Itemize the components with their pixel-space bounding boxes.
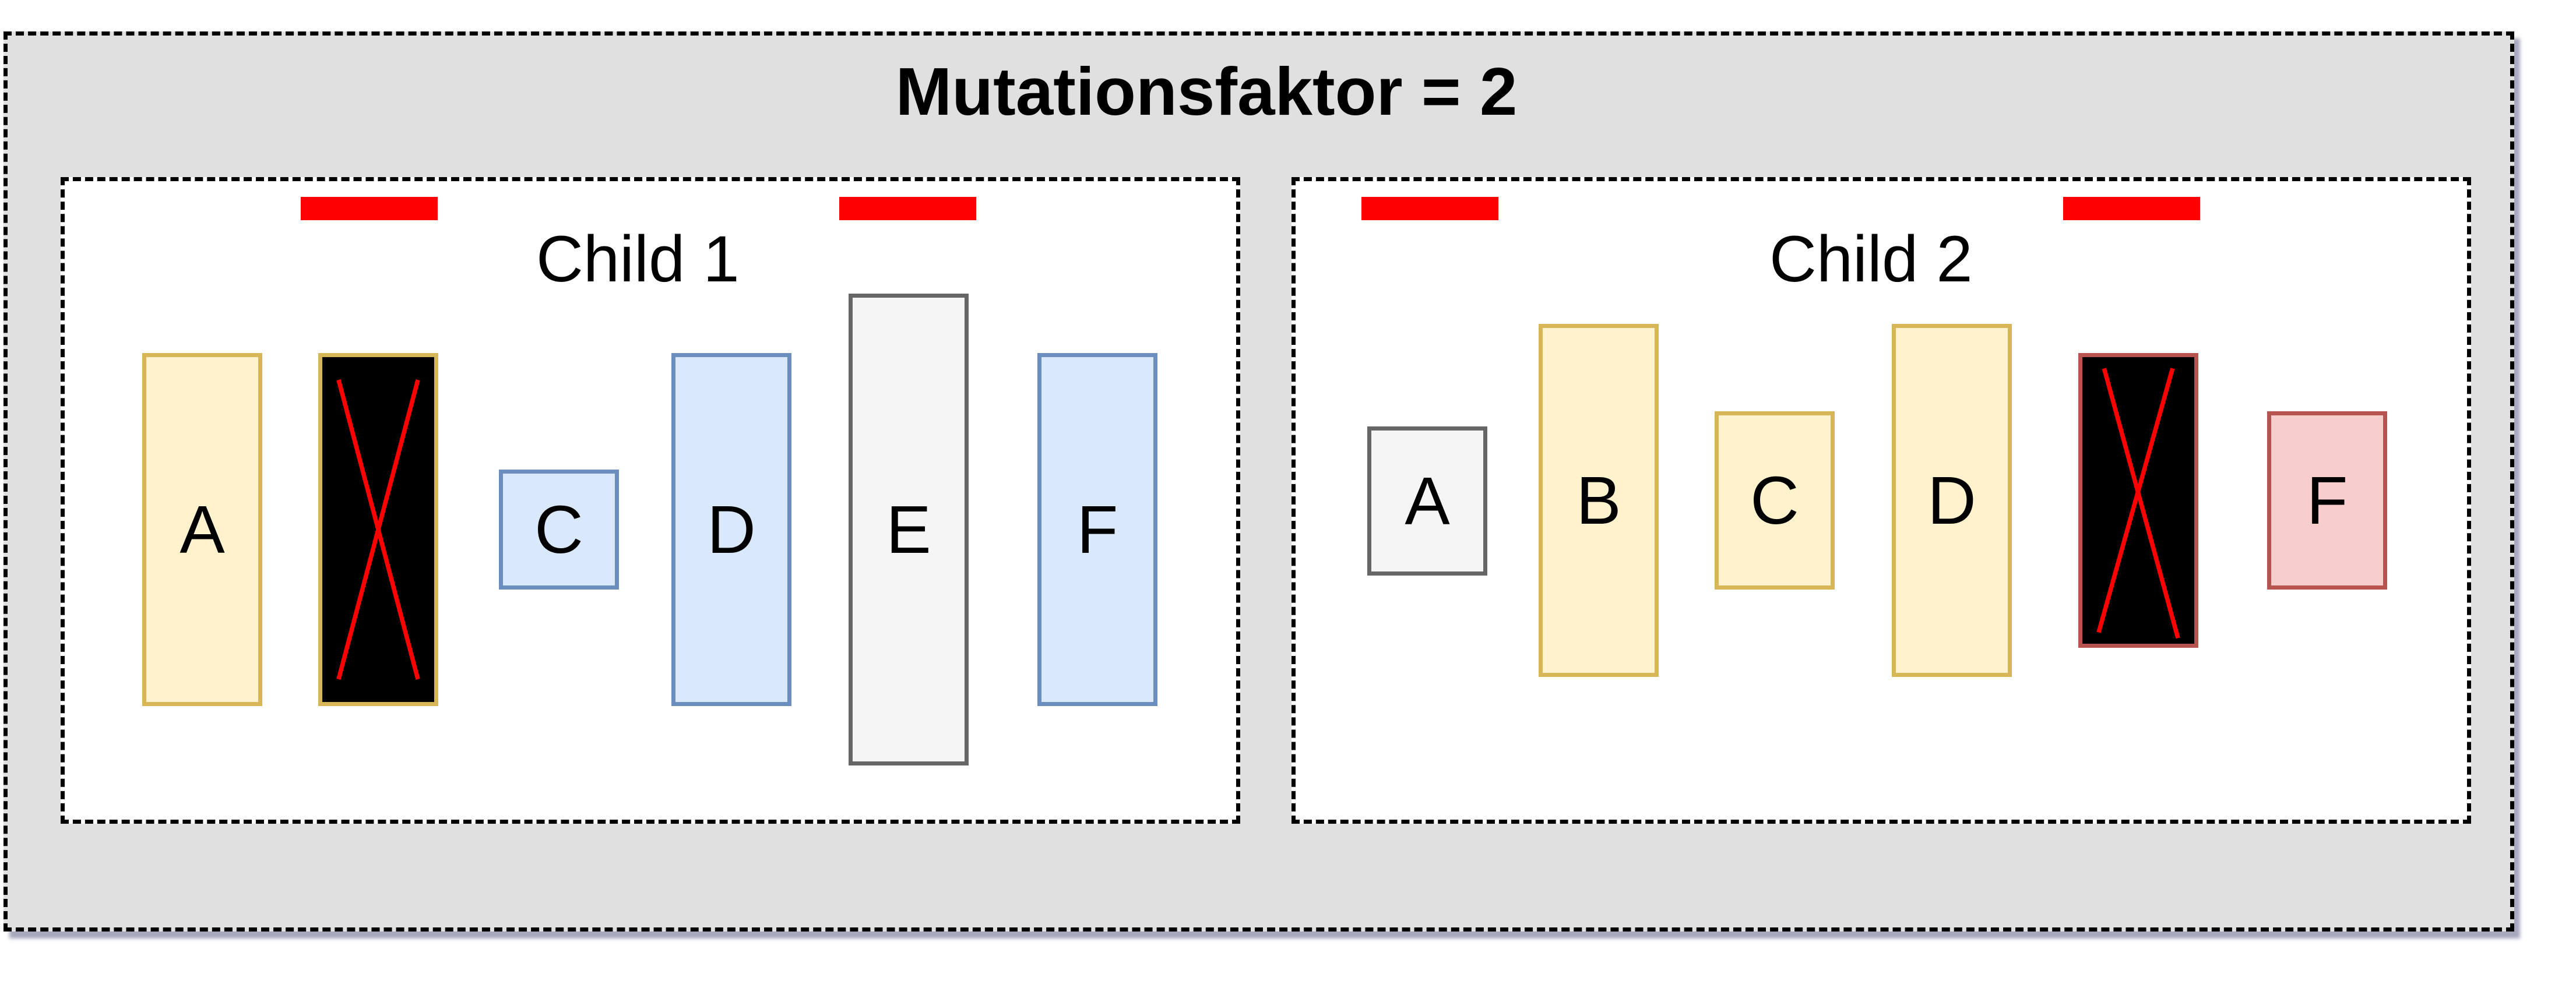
cross-mark-icon [2096,368,2180,639]
child-2-label: Child 2 [1769,223,1973,295]
gene-block: A [142,353,262,706]
mutation-marker [2063,197,2200,220]
removed-gene-block [318,353,438,706]
gene-block: F [2267,411,2387,590]
mutation-marker [1361,197,1498,220]
gene-block: D [1892,324,2012,677]
removed-gene-block [2078,353,2198,648]
diagram-title: Mutationsfaktor = 2 [895,54,1518,129]
cross-mark-icon [336,379,420,680]
mutation-marker [301,197,438,220]
child-1-label: Child 1 [536,223,740,295]
gene-block: C [1715,411,1835,590]
gene-block: C [499,470,619,590]
gene-block: F [1037,353,1157,706]
mutation-marker [839,197,976,220]
gene-block: D [671,353,791,706]
gene-block: A [1367,426,1487,576]
gene-block: E [849,294,969,765]
gene-block: B [1539,324,1659,677]
